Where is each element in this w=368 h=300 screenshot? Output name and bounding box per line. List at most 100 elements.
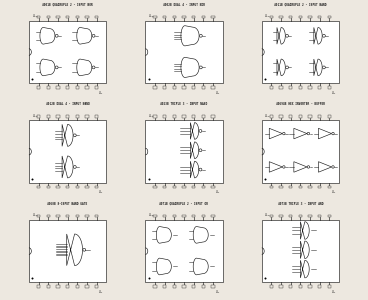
Circle shape [283,166,285,168]
Polygon shape [300,260,309,278]
Bar [56,86,60,88]
Bar [37,16,40,18]
Bar [308,16,312,18]
Bar [182,115,186,118]
Bar [75,16,79,18]
Bar [328,86,331,88]
Bar [318,16,321,18]
Bar [289,86,293,88]
Bar [308,115,312,118]
Polygon shape [40,59,55,76]
Bar [37,86,40,88]
Polygon shape [77,59,92,76]
Bar [270,186,273,188]
Bar [75,285,79,288]
Bar [95,285,98,288]
Text: $V_{SS}$: $V_{SS}$ [215,288,221,296]
Bar [163,16,166,18]
Bar [153,285,157,288]
Polygon shape [62,124,73,146]
Bar [47,186,50,188]
Bar [262,120,339,183]
Text: $V_{DD}$: $V_{DD}$ [32,112,38,119]
Bar [182,186,186,188]
Bar [56,115,60,118]
Bar [153,115,157,118]
Bar [270,214,273,217]
Polygon shape [62,156,73,178]
Bar [173,214,176,217]
Bar [289,285,293,288]
Bar [163,115,166,118]
Bar [37,186,40,188]
Bar [328,115,331,118]
Circle shape [332,166,334,168]
Circle shape [199,130,202,132]
Polygon shape [294,128,307,139]
Bar [299,16,302,18]
Bar [192,16,195,18]
Bar [153,214,157,217]
Bar [95,115,98,118]
Bar [299,214,302,217]
Title: 4011B QUADRUPLE 2 - INPUT NAND: 4011B QUADRUPLE 2 - INPUT NAND [274,3,327,7]
Bar [66,214,69,217]
Bar [66,16,69,18]
Bar [192,115,195,118]
Title: 4001B QUADRUPLE 2 - INPUT NOR: 4001B QUADRUPLE 2 - INPUT NOR [42,3,93,7]
Bar [153,186,157,188]
Circle shape [92,66,95,69]
Polygon shape [269,162,282,172]
Bar [85,214,89,217]
Text: $V_{SS}$: $V_{SS}$ [331,189,337,196]
Text: $V_{DD}$: $V_{DD}$ [265,112,271,119]
Circle shape [322,66,325,69]
Circle shape [199,149,202,152]
Bar [289,115,293,118]
Bar [95,186,98,188]
Bar [318,115,321,118]
Circle shape [199,168,202,171]
Bar [182,214,186,217]
Bar [56,16,60,18]
Polygon shape [193,226,208,243]
Bar [308,285,312,288]
Bar [289,16,293,18]
Bar [85,86,89,88]
Text: $V_{DD}$: $V_{DD}$ [265,12,271,20]
Bar [279,285,283,288]
Bar [85,115,89,118]
Bar [66,115,69,118]
Bar [29,21,106,83]
Text: $V_{SS}$: $V_{SS}$ [98,288,105,296]
Bar [279,86,283,88]
Bar [85,285,89,288]
Bar [56,285,60,288]
Polygon shape [190,161,199,178]
Bar [211,86,215,88]
Bar [163,214,166,217]
Circle shape [73,134,76,137]
Bar [163,86,166,88]
Bar [192,186,195,188]
Bar [95,16,98,18]
Text: $V_{DD}$: $V_{DD}$ [148,12,155,20]
Bar [318,285,321,288]
Bar [145,120,223,183]
Title: 4073B TRIPLE 3 - INPUT AND: 4073B TRIPLE 3 - INPUT AND [278,202,323,206]
Bar [318,86,321,88]
Polygon shape [181,26,199,46]
Bar [47,86,50,88]
Text: $V_{DD}$: $V_{DD}$ [32,212,38,219]
Bar [211,115,215,118]
Bar [299,285,302,288]
Polygon shape [67,234,82,266]
Title: 4071B QUADRUPLE 2 - INPUT OR: 4071B QUADRUPLE 2 - INPUT OR [159,202,209,206]
Bar [262,21,339,83]
Bar [262,220,339,282]
Bar [211,186,215,188]
Circle shape [83,248,86,251]
Polygon shape [193,258,208,275]
Bar [29,220,106,282]
Bar [153,86,157,88]
